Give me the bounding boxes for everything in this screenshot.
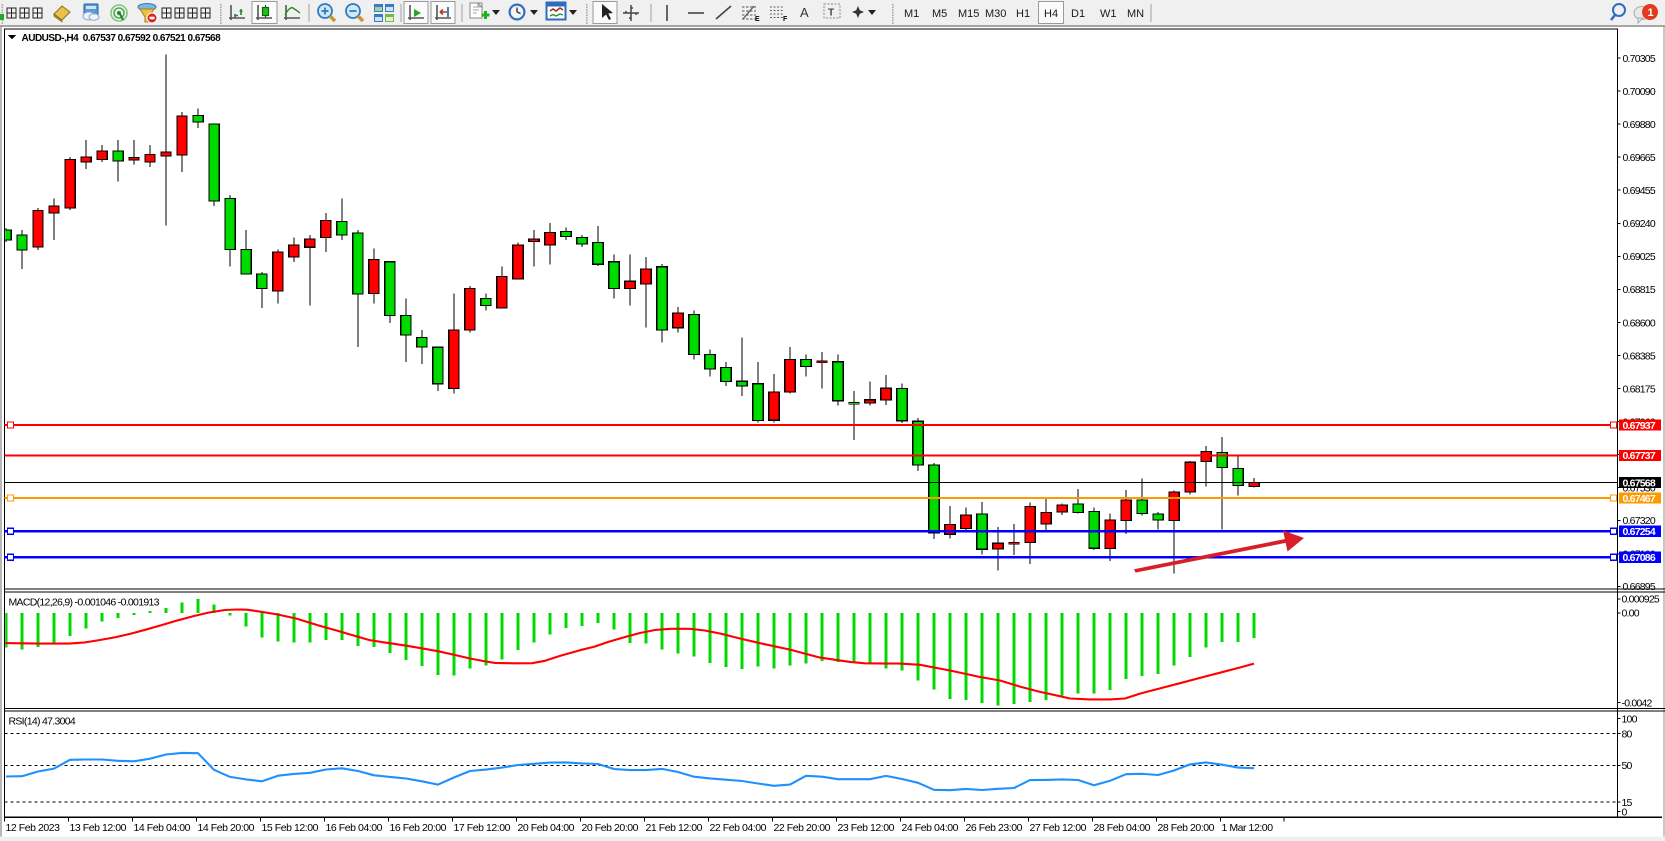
svg-text:F: F bbox=[783, 16, 788, 23]
svg-text:14 Feb 20:00: 14 Feb 20:00 bbox=[198, 822, 255, 834]
svg-text:21 Feb 12:00: 21 Feb 12:00 bbox=[646, 822, 703, 834]
svg-text:E: E bbox=[755, 16, 760, 23]
svg-text:0.68600: 0.68600 bbox=[1623, 317, 1656, 329]
svg-text:0.000925: 0.000925 bbox=[1622, 594, 1660, 606]
svg-text:22 Feb 04:00: 22 Feb 04:00 bbox=[710, 822, 767, 834]
svg-text:M15: M15 bbox=[958, 8, 979, 20]
svg-text:0.69455: 0.69455 bbox=[1623, 185, 1656, 197]
svg-text:H1: H1 bbox=[1016, 8, 1030, 20]
svg-text:22 Feb 20:00: 22 Feb 20:00 bbox=[774, 822, 831, 834]
svg-text:0.67467: 0.67467 bbox=[1623, 493, 1656, 505]
svg-text:0.68815: 0.68815 bbox=[1623, 284, 1656, 296]
svg-text:0.69665: 0.69665 bbox=[1623, 152, 1656, 164]
svg-text:80: 80 bbox=[1622, 728, 1633, 740]
svg-text:MACD(12,26,9) -0.001046 -0.001: MACD(12,26,9) -0.001046 -0.001913 bbox=[9, 596, 160, 608]
svg-text:M30: M30 bbox=[985, 8, 1006, 20]
svg-text:T: T bbox=[828, 8, 834, 19]
svg-text:A: A bbox=[800, 5, 809, 20]
svg-text:20 Feb 20:00: 20 Feb 20:00 bbox=[582, 822, 639, 834]
svg-text:D1: D1 bbox=[1071, 8, 1085, 20]
svg-text:0.67086: 0.67086 bbox=[1623, 552, 1656, 564]
svg-text:24 Feb 04:00: 24 Feb 04:00 bbox=[902, 822, 959, 834]
svg-text:AUDUSD-,H4 0.67537 0.67592 0.: AUDUSD-,H4 0.67537 0.67592 0.67521 0.675… bbox=[22, 33, 222, 44]
svg-text:M1: M1 bbox=[904, 8, 919, 20]
svg-text:0.67254: 0.67254 bbox=[1623, 526, 1656, 538]
svg-text:1: 1 bbox=[1648, 7, 1654, 19]
svg-text:0.68175: 0.68175 bbox=[1623, 383, 1656, 395]
svg-text:0.68385: 0.68385 bbox=[1623, 350, 1656, 362]
svg-text:14 Feb 04:00: 14 Feb 04:00 bbox=[134, 822, 191, 834]
svg-text:-0.0042: -0.0042 bbox=[1622, 697, 1653, 709]
svg-text:W1: W1 bbox=[1100, 8, 1117, 20]
svg-text:0.67320: 0.67320 bbox=[1623, 515, 1656, 527]
svg-text:0.70305: 0.70305 bbox=[1623, 53, 1656, 65]
svg-text:0.67937: 0.67937 bbox=[1623, 420, 1656, 432]
svg-text:0.67737: 0.67737 bbox=[1623, 450, 1656, 462]
svg-text:H4: H4 bbox=[1044, 8, 1058, 20]
svg-text:MN: MN bbox=[1127, 8, 1144, 20]
svg-text:27 Feb 12:00: 27 Feb 12:00 bbox=[1030, 822, 1087, 834]
svg-text:28 Feb 20:00: 28 Feb 20:00 bbox=[1158, 822, 1215, 834]
svg-text:20 Feb 04:00: 20 Feb 04:00 bbox=[518, 822, 575, 834]
svg-text:23 Feb 12:00: 23 Feb 12:00 bbox=[838, 822, 895, 834]
svg-text:17 Feb 12:00: 17 Feb 12:00 bbox=[454, 822, 511, 834]
svg-text:16 Feb 20:00: 16 Feb 20:00 bbox=[390, 822, 447, 834]
svg-text:0.69880: 0.69880 bbox=[1623, 119, 1656, 131]
svg-text:RSI(14) 47.3004: RSI(14) 47.3004 bbox=[9, 715, 76, 727]
svg-text:26 Feb 23:00: 26 Feb 23:00 bbox=[966, 822, 1023, 834]
svg-text:0.66895: 0.66895 bbox=[1623, 581, 1656, 593]
svg-text:0.67568: 0.67568 bbox=[1623, 477, 1656, 489]
svg-text:15: 15 bbox=[1622, 797, 1633, 809]
svg-text:0.69025: 0.69025 bbox=[1623, 251, 1656, 263]
svg-text:16 Feb 04:00: 16 Feb 04:00 bbox=[326, 822, 383, 834]
svg-text:0: 0 bbox=[1622, 806, 1628, 818]
svg-text:15 Feb 12:00: 15 Feb 12:00 bbox=[262, 822, 319, 834]
svg-text:50: 50 bbox=[1622, 760, 1633, 772]
svg-text:0.69240: 0.69240 bbox=[1623, 218, 1656, 230]
svg-text:12 Feb 2023: 12 Feb 2023 bbox=[6, 822, 61, 834]
svg-text:0.70090: 0.70090 bbox=[1623, 86, 1656, 98]
svg-text:M5: M5 bbox=[932, 8, 947, 20]
svg-text:13 Feb 12:00: 13 Feb 12:00 bbox=[70, 822, 127, 834]
svg-text:100: 100 bbox=[1622, 714, 1638, 726]
svg-text:0.00: 0.00 bbox=[1622, 608, 1640, 620]
svg-text:28 Feb 04:00: 28 Feb 04:00 bbox=[1094, 822, 1151, 834]
svg-text:1 Mar 12:00: 1 Mar 12:00 bbox=[1222, 822, 1274, 834]
